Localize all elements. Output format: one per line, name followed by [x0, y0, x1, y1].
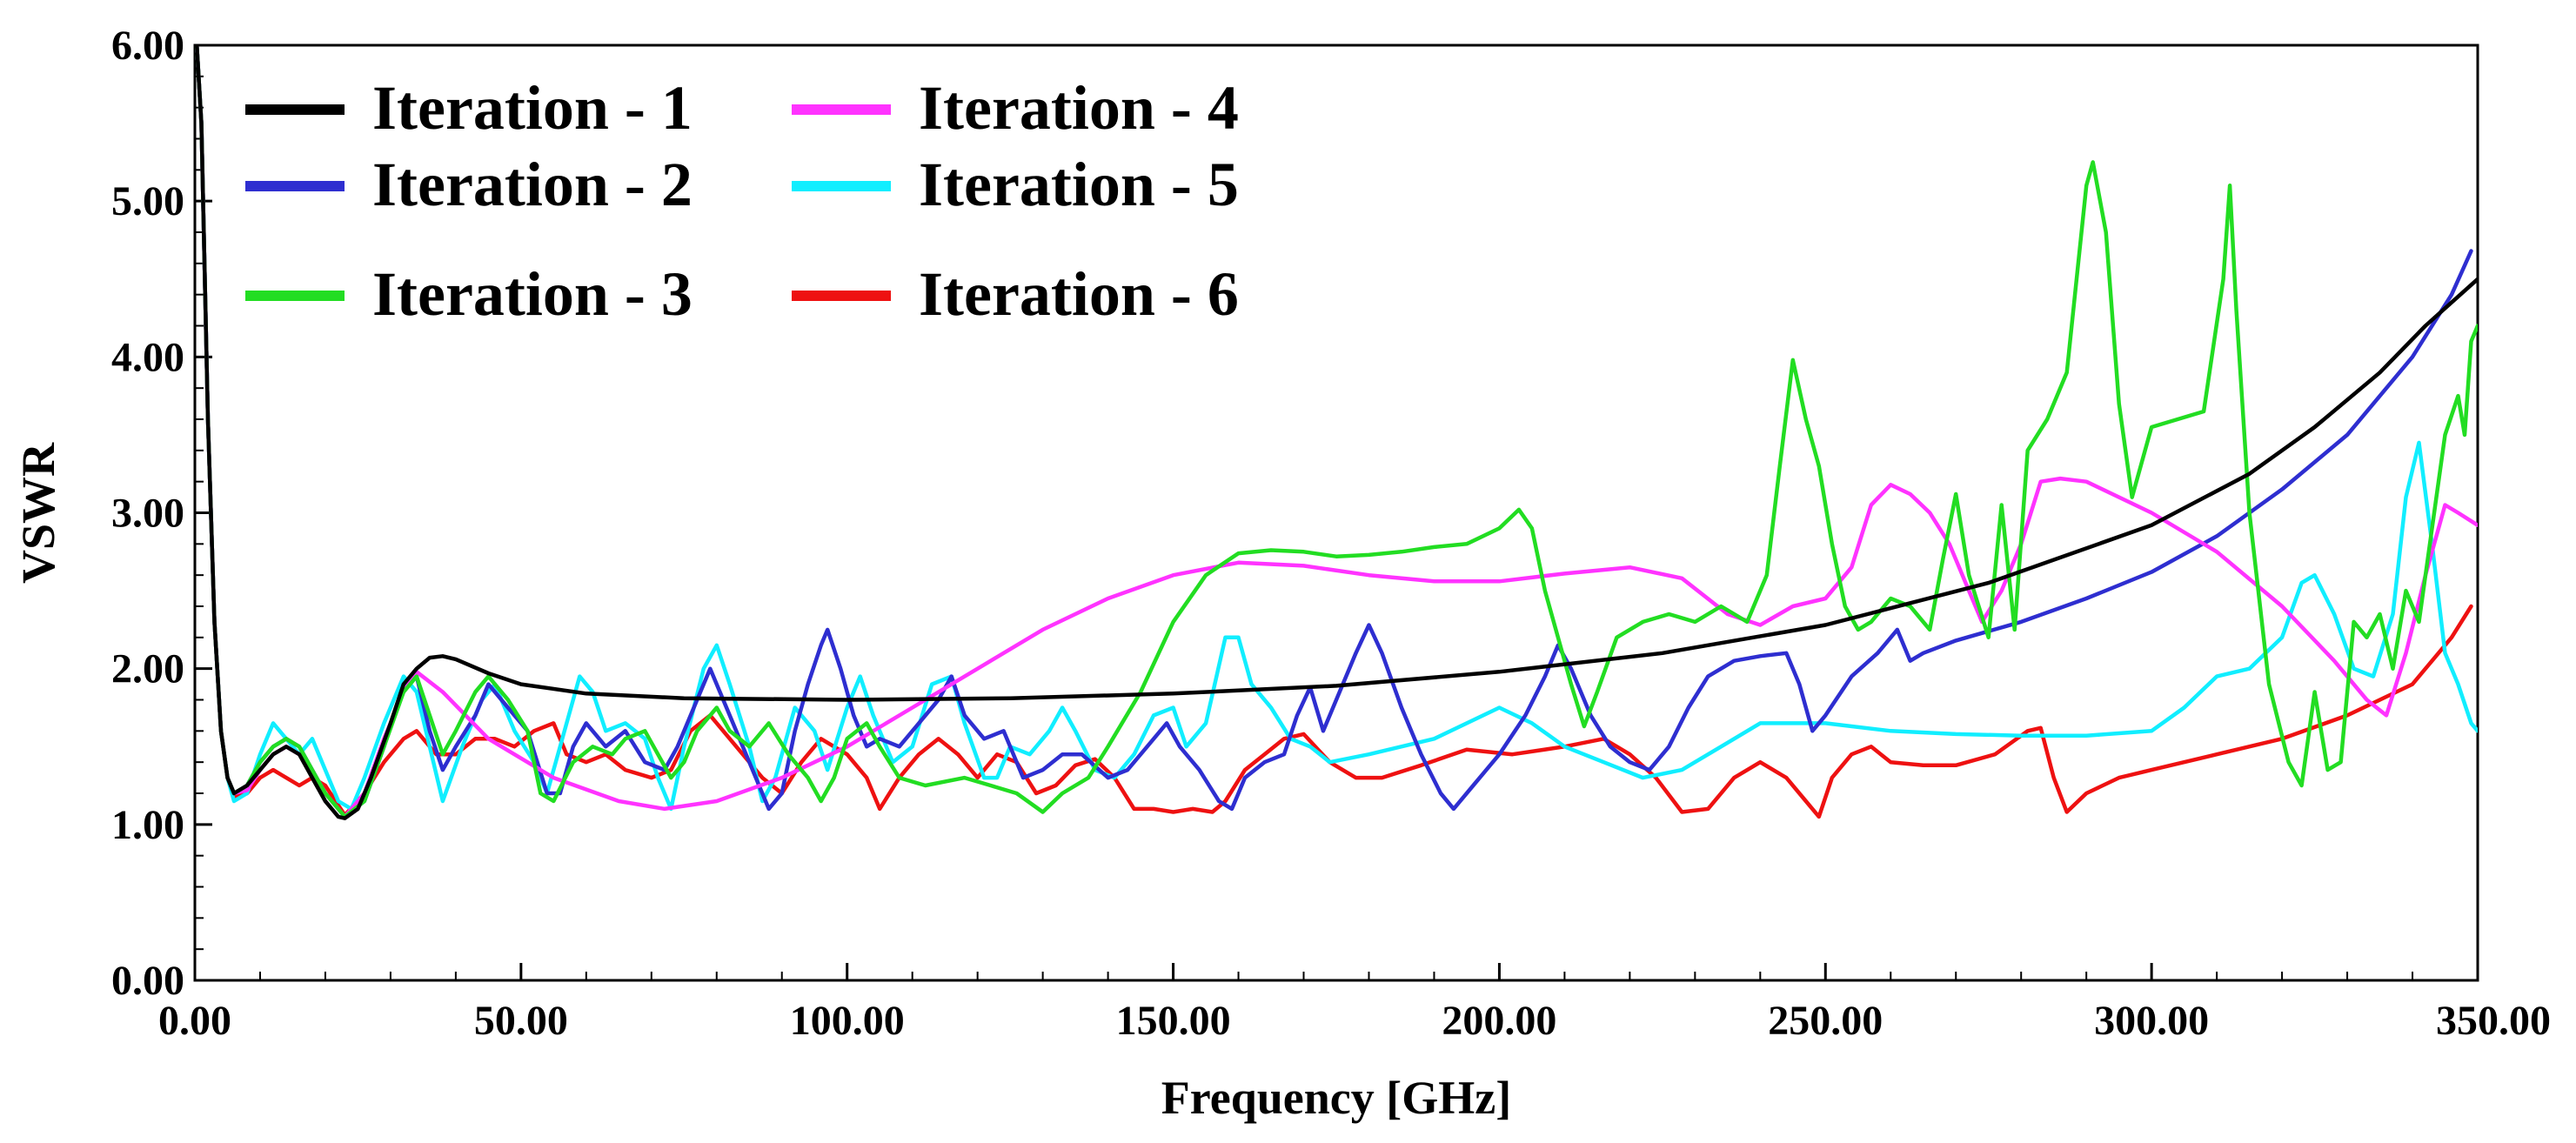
x-tick-label: 100.00 — [790, 998, 905, 1044]
series-lines — [195, 45, 2478, 820]
series-line-1 — [195, 45, 2478, 820]
x-tick-label: 0.00 — [158, 998, 231, 1044]
legend: Iteration - 1 Iteration - 2 Iteration - 3 I… — [245, 73, 1239, 329]
y-tick-label: 3.00 — [111, 491, 184, 537]
y-axis-title: VSWR — [12, 442, 64, 584]
y-axis-ticks: 0.00 1.00 2.00 3.00 4.00 5.00 6.00 — [111, 23, 212, 1004]
legend-label-2: Iteration - 2 — [372, 150, 693, 219]
y-tick-label: 4.00 — [111, 334, 184, 380]
legend-label-3: Iteration - 3 — [372, 259, 693, 329]
legend-label-4: Iteration - 4 — [919, 73, 1239, 143]
series-line-6 — [195, 45, 2473, 819]
series-line-3 — [195, 45, 2478, 819]
y-tick-label: 2.00 — [111, 646, 184, 692]
series-line-2 — [195, 45, 2473, 819]
legend-label-6: Iteration - 6 — [919, 259, 1239, 329]
x-tick-label: 250.00 — [1768, 998, 1883, 1044]
x-tick-label: 200.00 — [1442, 998, 1556, 1044]
x-tick-label: 300.00 — [2094, 998, 2209, 1044]
plot-area — [193, 43, 2479, 982]
x-tick-label: 150.00 — [1116, 998, 1231, 1044]
x-tick-label: 350.00 — [2436, 998, 2551, 1044]
y-tick-label: 6.00 — [111, 23, 184, 69]
x-tick-label: 50.00 — [474, 998, 568, 1044]
y-tick-label: 0.00 — [111, 958, 184, 1004]
y-tick-label: 5.00 — [111, 178, 184, 224]
y-tick-label: 1.00 — [111, 802, 184, 848]
legend-label-5: Iteration - 5 — [919, 150, 1239, 219]
series-line-5 — [195, 45, 2478, 812]
x-axis-title: Frequency [GHz] — [1161, 1072, 1511, 1124]
x-axis-ticks: 0.00 50.00 100.00 150.00 200.00 250.00 300.00 3… — [158, 963, 2551, 1044]
legend-label-1: Iteration - 1 — [372, 73, 693, 143]
